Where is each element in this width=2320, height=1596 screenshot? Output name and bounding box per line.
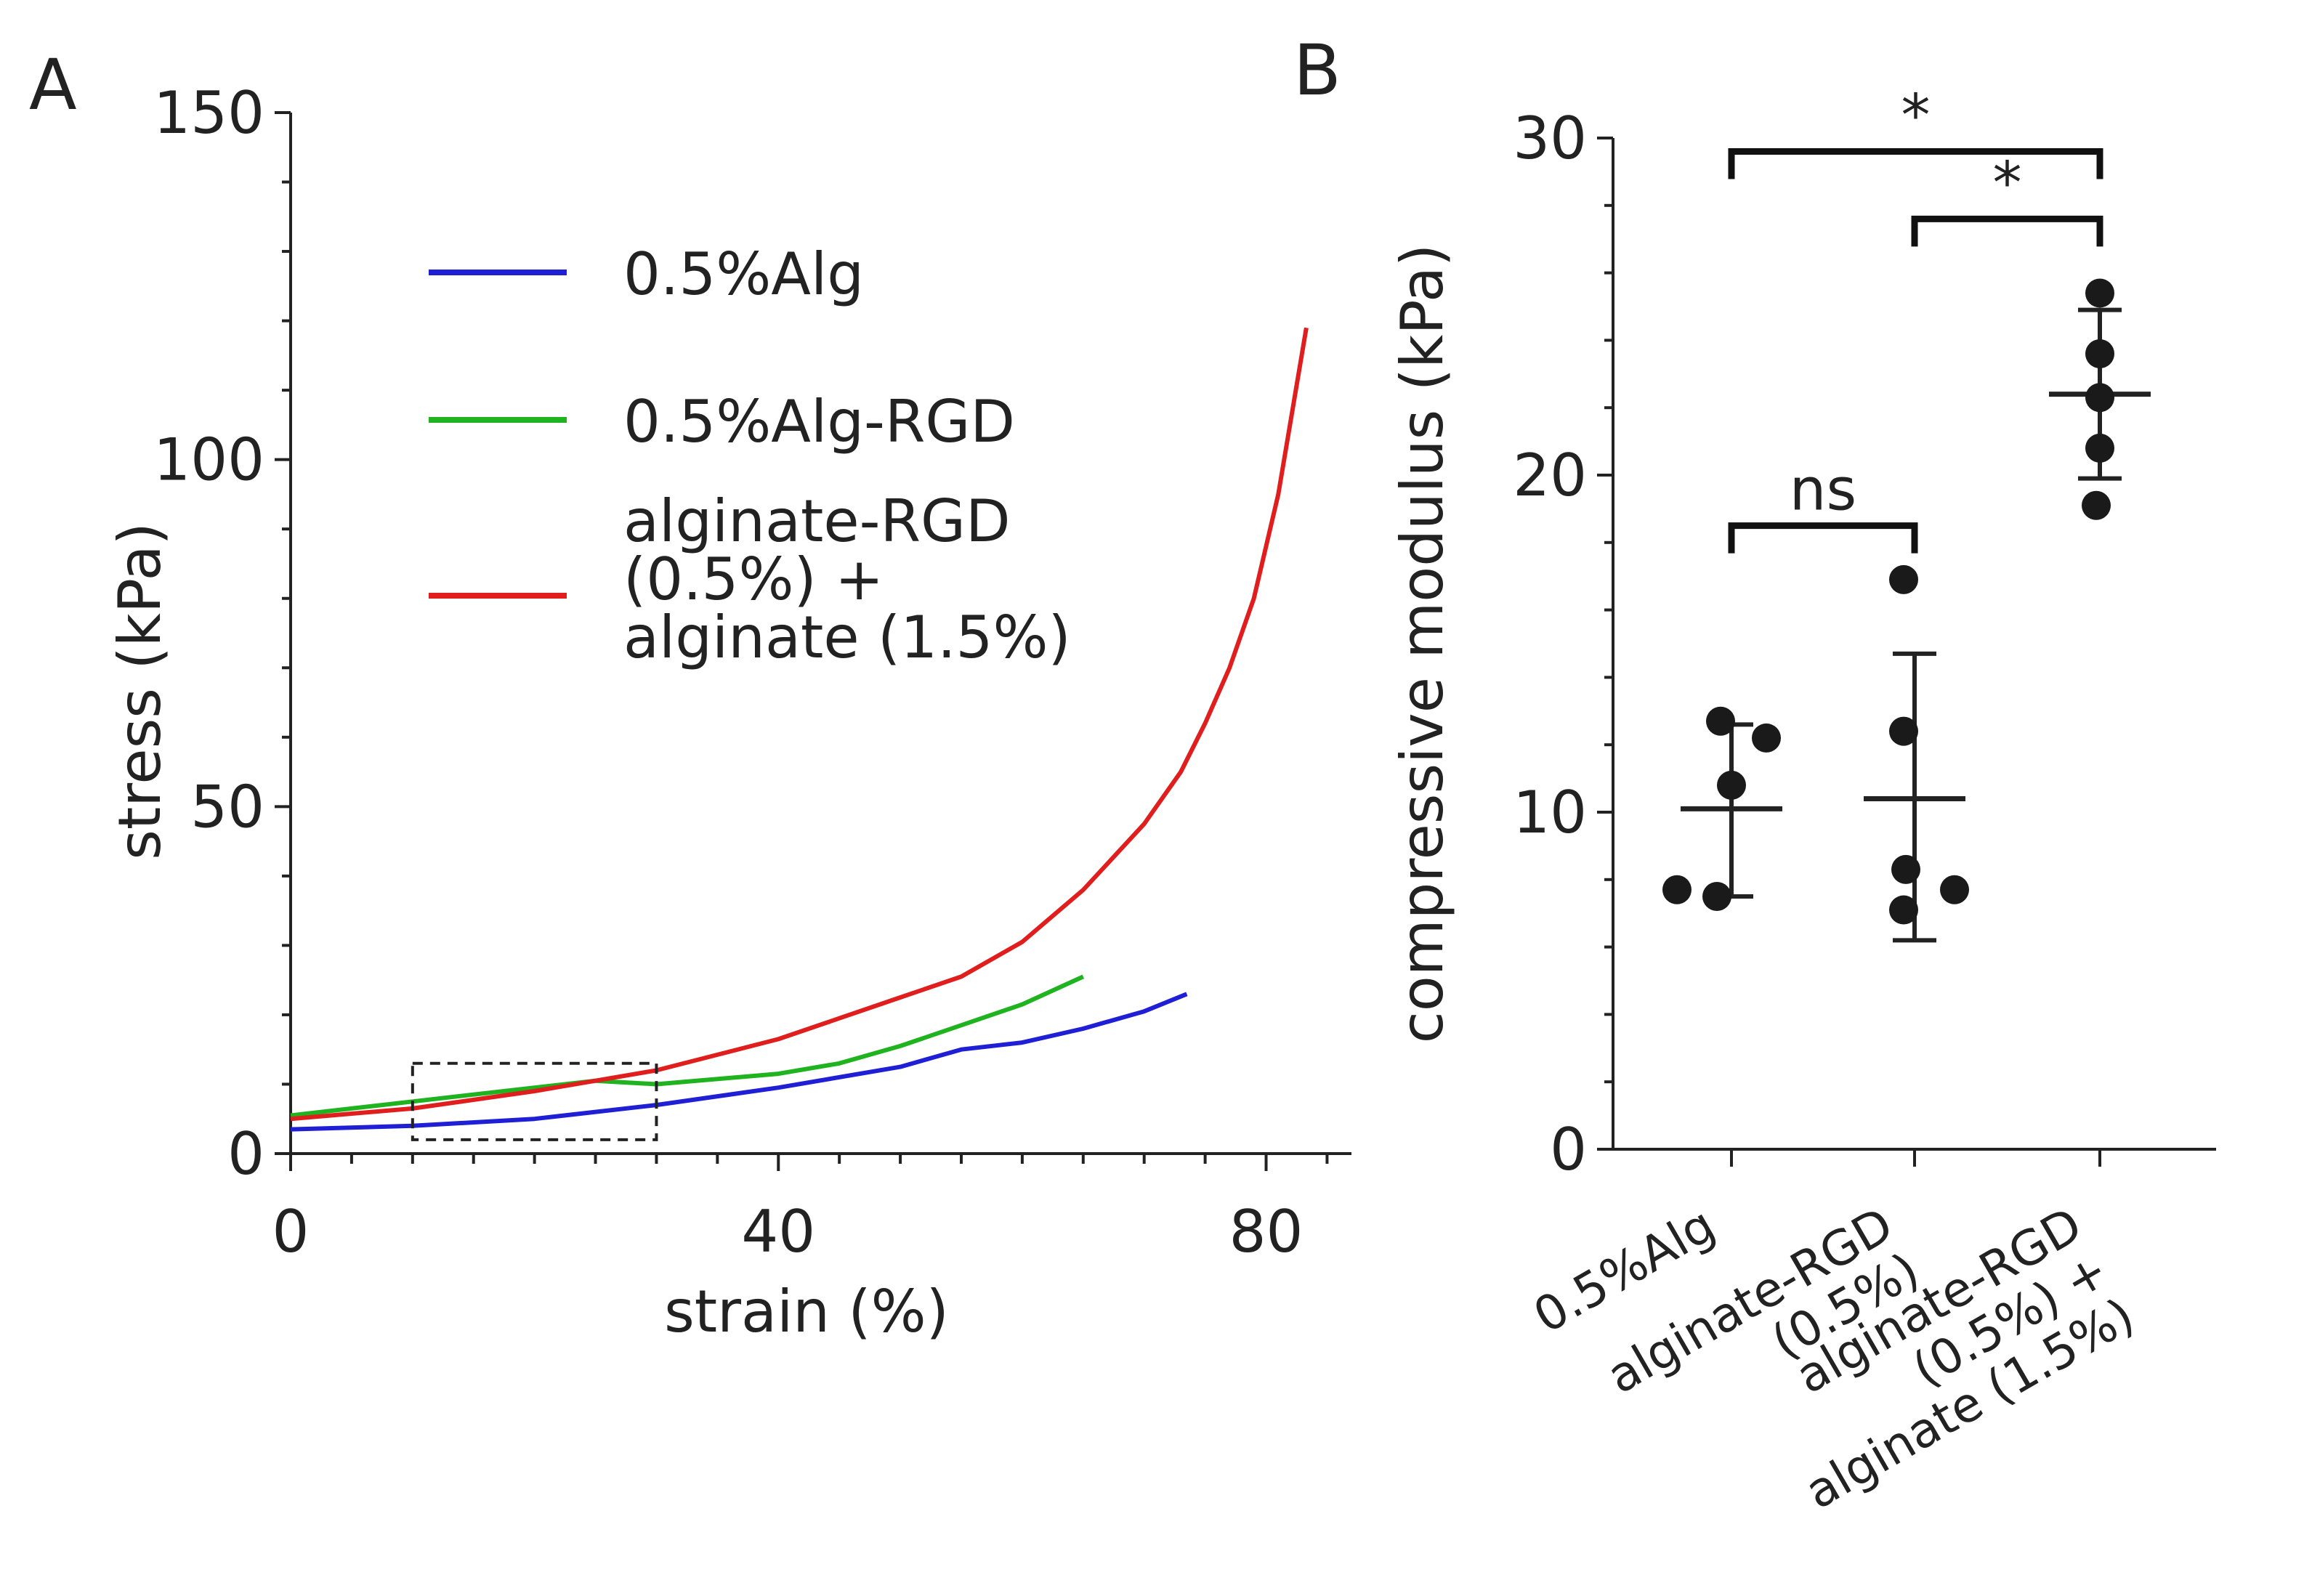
legend-label-0: 0.5%Alg bbox=[623, 240, 864, 308]
panel-a-letter: A bbox=[29, 44, 77, 126]
data-point-0-1 bbox=[1752, 723, 1781, 753]
y-axis-label: compressive modulus (kPa) bbox=[1389, 244, 1456, 1043]
legend-label-1: 0.5%Alg-RGD bbox=[623, 388, 1015, 455]
legend-label-2: alginate (1.5%) bbox=[623, 604, 1071, 671]
data-point-1-0 bbox=[1889, 564, 1918, 594]
x-tick-label: 0 bbox=[272, 1198, 310, 1265]
y-tick-label: 150 bbox=[153, 79, 264, 147]
data-point-2-0 bbox=[2085, 278, 2114, 308]
data-point-0-0 bbox=[1706, 706, 1735, 736]
panel-a-line-chart: 0 50 100 150 0 40 80 strain (%) stress (kPa) 0.5%… bbox=[106, 79, 1351, 1345]
significance-label-0: * bbox=[1901, 82, 1931, 150]
y-tick-label: 20 bbox=[1513, 442, 1587, 509]
data-point-1-4 bbox=[1889, 895, 1918, 925]
data-point-1-3 bbox=[1940, 875, 1969, 904]
data-point-2-2 bbox=[2085, 383, 2114, 413]
legend-label-2: alginate-RGD bbox=[623, 487, 1011, 555]
x-tick-label: 40 bbox=[741, 1198, 815, 1265]
x-tick-label: 80 bbox=[1229, 1198, 1304, 1265]
y-tick-label: 30 bbox=[1513, 105, 1587, 172]
y-tick-label: 0 bbox=[227, 1120, 264, 1188]
y-tick-label: 50 bbox=[190, 773, 264, 840]
x-axis-label: strain (%) bbox=[664, 1278, 949, 1345]
comparison-bracket-0 bbox=[1728, 148, 2103, 179]
data-point-2-3 bbox=[2085, 433, 2114, 463]
data-point-0-4 bbox=[1702, 882, 1731, 911]
data-point-0-3 bbox=[1662, 875, 1692, 904]
data-point-1-1 bbox=[1889, 716, 1918, 746]
data-point-1-2 bbox=[1891, 854, 1920, 884]
significance-label-1: * bbox=[1993, 149, 2022, 216]
data-point-0-2 bbox=[1717, 770, 1746, 800]
y-tick-label: 0 bbox=[1550, 1116, 1587, 1183]
significance-label-2: ns bbox=[1790, 456, 1856, 524]
zoom-region-box bbox=[411, 1061, 658, 1141]
series-line-2 bbox=[290, 327, 1309, 1122]
comparison-bracket-2 bbox=[1728, 522, 1918, 554]
panel-b-letter: B bbox=[1293, 30, 1341, 111]
y-axis-label: stress (kPa) bbox=[106, 522, 174, 860]
data-point-2-1 bbox=[2085, 339, 2114, 368]
y-tick-label: 100 bbox=[153, 426, 264, 494]
y-tick-label: 10 bbox=[1513, 779, 1587, 846]
series-line-1 bbox=[290, 974, 1085, 1118]
legend-label-2: (0.5%) + bbox=[623, 546, 884, 613]
comparison-bracket-1 bbox=[1911, 215, 2103, 247]
data-point-2-4 bbox=[2082, 490, 2111, 520]
series-line-0 bbox=[290, 992, 1188, 1132]
